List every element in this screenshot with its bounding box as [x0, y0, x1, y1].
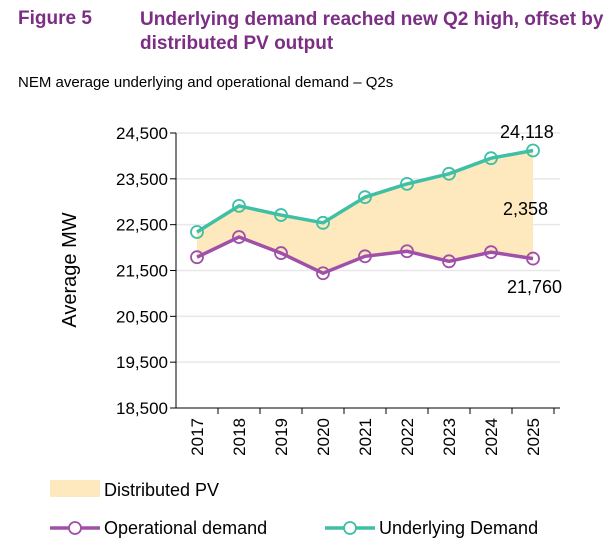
x-tick-label: 2020	[314, 418, 333, 456]
legend-label: Operational demand	[104, 518, 267, 538]
distributed-pv-area	[197, 150, 533, 274]
x-tick-label: 2017	[188, 418, 207, 456]
data-point	[400, 244, 414, 259]
y-tick-label: 18,500	[116, 399, 168, 418]
data-point	[358, 249, 372, 264]
legend-marker	[343, 521, 357, 535]
annotation-operational: 21,760	[507, 277, 562, 297]
data-point	[484, 245, 498, 260]
legend-swatch-pv	[50, 480, 100, 497]
data-point	[526, 251, 540, 266]
data-point	[232, 230, 246, 244]
legend-marker	[68, 521, 82, 535]
data-point	[442, 166, 456, 181]
data-point	[232, 198, 246, 213]
data-point	[484, 151, 498, 166]
data-point	[190, 250, 204, 265]
data-point	[442, 254, 456, 269]
figure-title: Underlying demand reached new Q2 high, o…	[140, 9, 604, 54]
figure-label: Figure 5	[18, 8, 92, 29]
x-tick-label: 2019	[272, 418, 291, 456]
series-line	[196, 235, 534, 276]
annotation-pv: 2,358	[503, 199, 548, 219]
legend-label-pv: Distributed PV	[104, 480, 219, 500]
x-tick-label: 2021	[356, 418, 375, 456]
y-tick-label: 20,500	[116, 307, 168, 326]
y-tick-label: 24,500	[116, 124, 168, 143]
y-tick-label: 22,500	[116, 216, 168, 235]
y-tick-label: 21,500	[116, 262, 168, 281]
x-tick-label: 2024	[482, 418, 501, 456]
data-point	[190, 225, 204, 239]
chart-subtitle: NEM average underlying and operational d…	[18, 74, 394, 91]
data-point	[358, 190, 372, 205]
data-point	[400, 176, 414, 191]
data-point	[316, 215, 330, 230]
series-line	[196, 148, 534, 234]
x-tick-label: 2018	[230, 418, 249, 456]
x-tick-label: 2022	[398, 418, 417, 456]
y-axis-label: Average MW	[59, 212, 81, 327]
y-tick-label: 19,500	[116, 353, 168, 372]
y-tick-label: 23,500	[116, 170, 168, 189]
legend-label: Underlying Demand	[379, 518, 538, 538]
x-tick-label: 2025	[524, 418, 543, 456]
annotation-underlying: 24,118	[500, 122, 554, 142]
data-point	[316, 266, 330, 281]
data-point	[526, 143, 540, 158]
x-tick-label: 2023	[440, 418, 459, 456]
data-point	[274, 208, 288, 222]
data-point	[274, 246, 288, 260]
